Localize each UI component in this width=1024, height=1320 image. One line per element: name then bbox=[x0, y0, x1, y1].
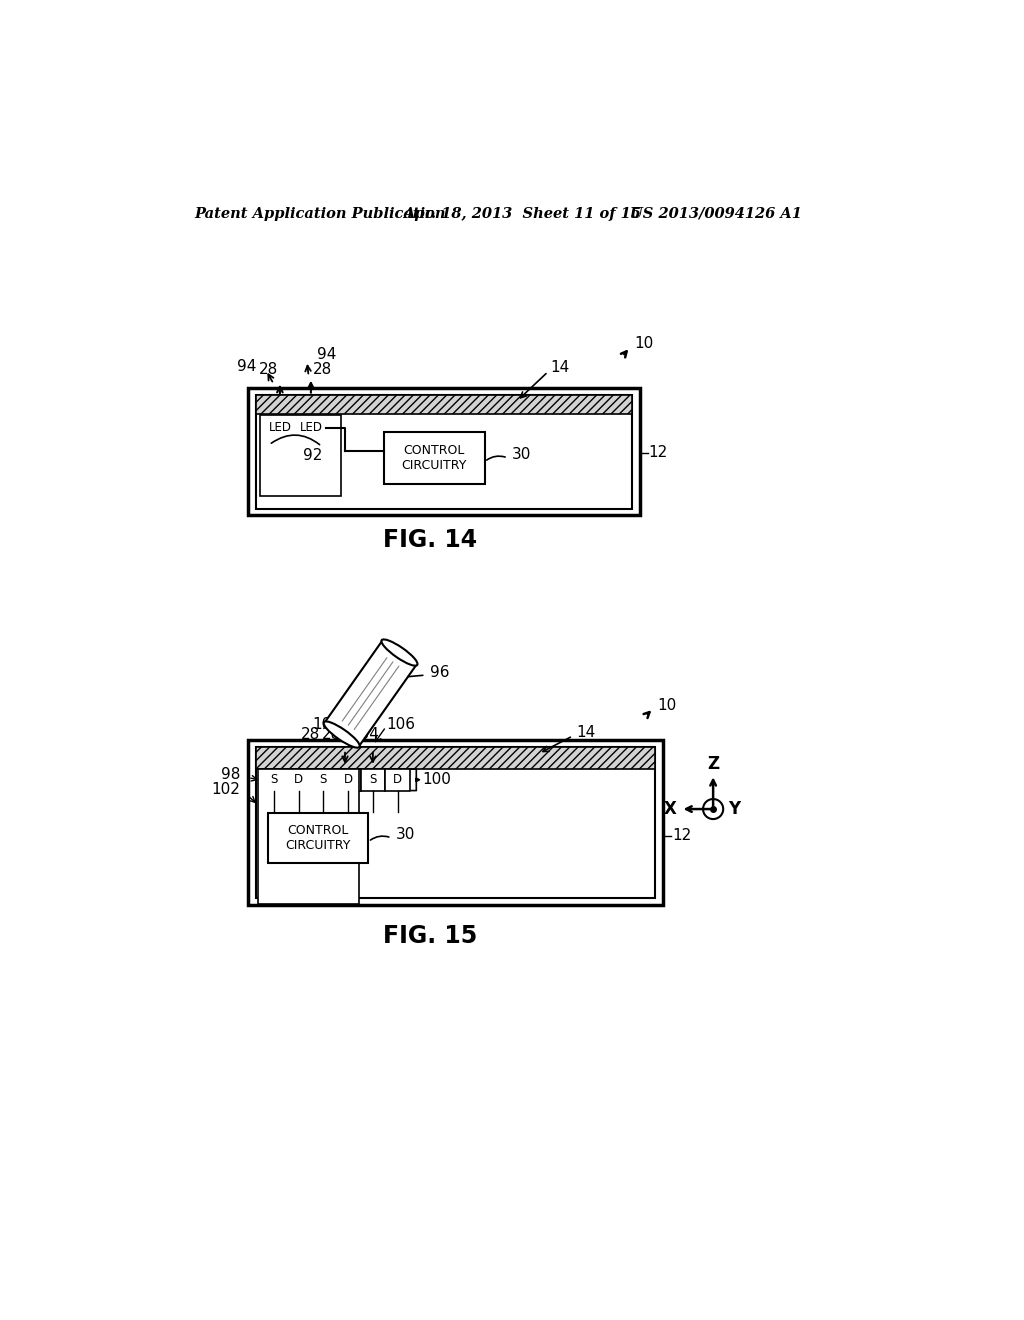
Bar bbox=[260, 414, 341, 496]
Text: 28: 28 bbox=[259, 362, 279, 378]
Text: S: S bbox=[319, 774, 327, 787]
Bar bbox=[265, 418, 295, 437]
Text: 92: 92 bbox=[303, 447, 323, 463]
Text: 12: 12 bbox=[672, 829, 691, 843]
Text: Patent Application Publication: Patent Application Publication bbox=[194, 207, 445, 220]
Bar bbox=[256, 395, 632, 508]
Text: 104: 104 bbox=[350, 727, 379, 742]
Ellipse shape bbox=[324, 722, 359, 747]
Ellipse shape bbox=[381, 639, 418, 665]
Bar bbox=[311, 770, 336, 791]
Bar bbox=[256, 747, 655, 770]
Bar bbox=[261, 770, 286, 791]
Text: CONTROL
CIRCUITRY: CONTROL CIRCUITRY bbox=[286, 824, 350, 851]
Bar bbox=[384, 432, 484, 484]
Text: 14: 14 bbox=[575, 725, 595, 739]
Text: 28: 28 bbox=[312, 362, 332, 378]
Bar bbox=[248, 739, 663, 906]
Text: 14: 14 bbox=[550, 360, 569, 375]
Text: 10: 10 bbox=[657, 697, 677, 713]
Text: S: S bbox=[270, 774, 278, 787]
Text: 106: 106 bbox=[312, 717, 341, 731]
Text: 10: 10 bbox=[634, 335, 653, 351]
Bar bbox=[248, 388, 640, 515]
Bar bbox=[256, 747, 655, 899]
Text: D: D bbox=[294, 774, 303, 787]
Text: 102: 102 bbox=[212, 783, 241, 797]
Bar bbox=[336, 770, 360, 791]
Text: FIG. 14: FIG. 14 bbox=[383, 528, 477, 552]
Text: 106: 106 bbox=[386, 717, 415, 731]
Bar bbox=[267, 813, 369, 863]
Text: 98: 98 bbox=[221, 767, 241, 781]
Text: LED: LED bbox=[268, 421, 292, 434]
Bar bbox=[385, 770, 410, 791]
Text: X: X bbox=[664, 800, 677, 818]
Text: Apr. 18, 2013  Sheet 11 of 15: Apr. 18, 2013 Sheet 11 of 15 bbox=[403, 207, 641, 220]
Text: 30: 30 bbox=[512, 446, 531, 462]
Text: D: D bbox=[343, 774, 352, 787]
Text: Y: Y bbox=[729, 800, 740, 818]
Text: S: S bbox=[370, 774, 377, 787]
Text: 100: 100 bbox=[423, 772, 452, 787]
Text: 96: 96 bbox=[430, 665, 450, 680]
Bar bbox=[360, 770, 385, 791]
Bar bbox=[286, 770, 311, 791]
Text: 30: 30 bbox=[395, 826, 415, 842]
Bar bbox=[296, 418, 326, 437]
Text: 28: 28 bbox=[300, 727, 319, 742]
Text: FIG. 15: FIG. 15 bbox=[383, 924, 477, 948]
Text: D: D bbox=[393, 774, 402, 787]
Bar bbox=[256, 395, 632, 414]
Text: 94: 94 bbox=[238, 359, 257, 374]
Polygon shape bbox=[325, 640, 417, 747]
Text: US 2013/0094126 A1: US 2013/0094126 A1 bbox=[630, 207, 802, 220]
Text: 28: 28 bbox=[323, 727, 341, 742]
Text: 12: 12 bbox=[649, 445, 668, 461]
Text: LED: LED bbox=[299, 421, 323, 434]
Text: 94: 94 bbox=[317, 347, 337, 362]
Text: Z: Z bbox=[707, 755, 719, 774]
Text: CONTROL
CIRCUITRY: CONTROL CIRCUITRY bbox=[401, 444, 467, 473]
Bar bbox=[258, 770, 359, 904]
